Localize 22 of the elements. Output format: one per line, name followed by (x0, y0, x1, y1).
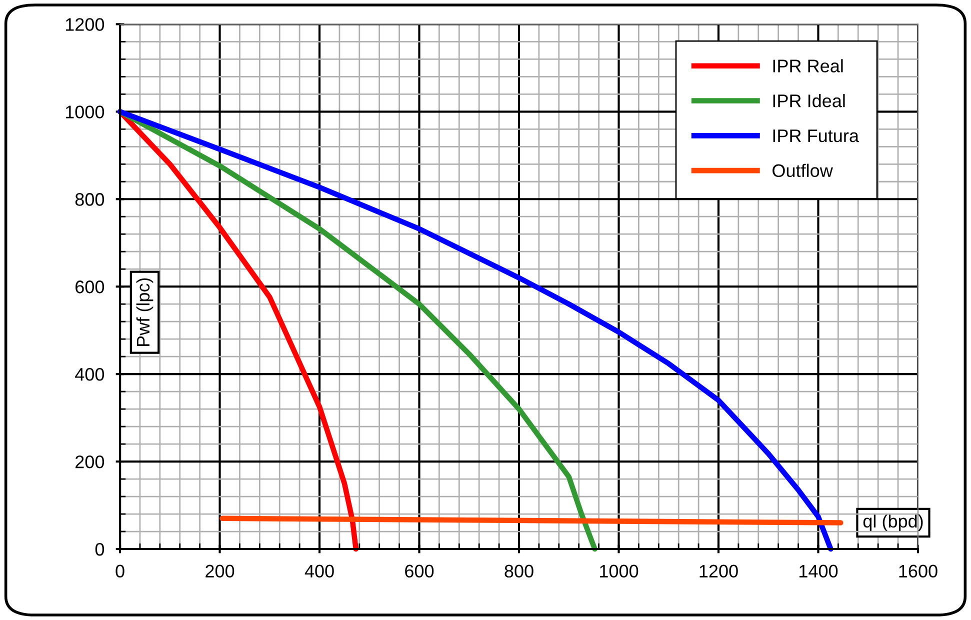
legend-label: IPR Real (773, 59, 843, 72)
x-tick-label: 200 (206, 564, 234, 578)
y-tick-label: 800 (75, 193, 104, 206)
y-tick-label: 400 (75, 368, 104, 381)
x-tick-label: 1000 (600, 564, 638, 578)
y-tick-label: 200 (76, 455, 104, 468)
x-tick-label: 1400 (800, 564, 838, 578)
y-tick-label: 600 (76, 280, 104, 294)
legend-label: IPR Ideal (773, 94, 845, 108)
y-tick-label: 0 (95, 542, 104, 556)
y-tick-label: 1000 (66, 106, 104, 118)
x-tick-label: 400 (304, 564, 334, 578)
x-tick-label: 0 (116, 564, 124, 578)
legend-label: IPR Futura (773, 130, 859, 142)
x-tick-label: 1200 (700, 564, 738, 578)
x-axis-title: ql (bpd) (863, 514, 923, 532)
x-tick-label: 800 (504, 564, 534, 578)
x-tick-label: 600 (405, 564, 434, 578)
y-tick-label: 1200 (66, 18, 104, 31)
y-axis-title: Pwf (lpc) (136, 278, 154, 346)
x-tick-label: 1600 (899, 564, 938, 578)
legend-label: Outflow (772, 164, 833, 178)
